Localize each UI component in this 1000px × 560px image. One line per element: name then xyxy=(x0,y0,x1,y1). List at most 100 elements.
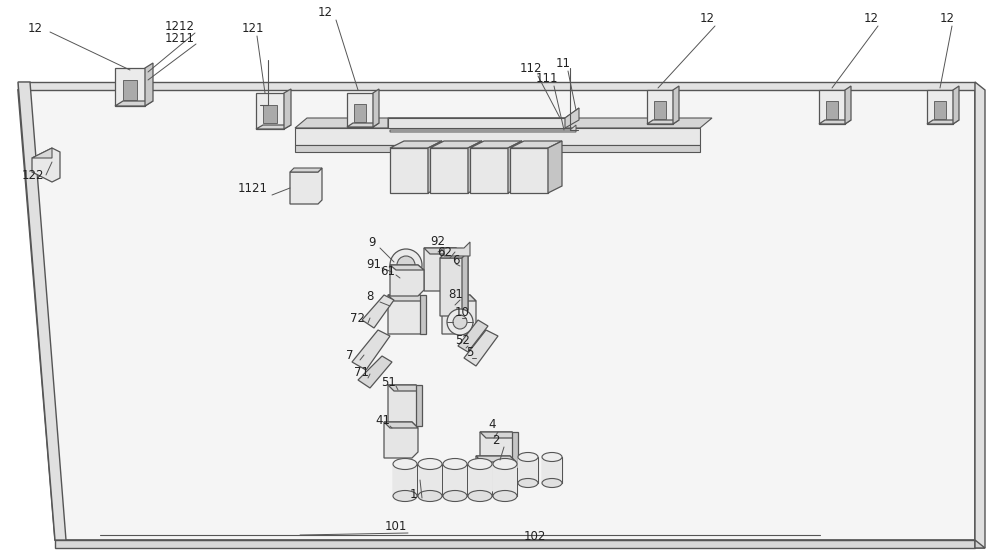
Ellipse shape xyxy=(418,459,442,469)
Polygon shape xyxy=(384,422,418,428)
Polygon shape xyxy=(388,118,565,128)
Polygon shape xyxy=(32,148,60,182)
Polygon shape xyxy=(647,90,673,124)
Polygon shape xyxy=(390,141,442,148)
Text: 10: 10 xyxy=(455,306,470,319)
Polygon shape xyxy=(462,252,468,316)
Polygon shape xyxy=(295,118,712,128)
Ellipse shape xyxy=(542,452,562,461)
Polygon shape xyxy=(388,385,422,391)
Polygon shape xyxy=(510,148,548,193)
Polygon shape xyxy=(512,432,518,468)
Polygon shape xyxy=(819,120,851,124)
Circle shape xyxy=(447,309,473,335)
Ellipse shape xyxy=(393,491,417,502)
Text: 52: 52 xyxy=(455,334,470,347)
Ellipse shape xyxy=(518,478,538,488)
Text: 12: 12 xyxy=(700,12,715,25)
Polygon shape xyxy=(18,82,66,540)
Text: 12: 12 xyxy=(318,6,333,18)
Polygon shape xyxy=(542,457,562,483)
Ellipse shape xyxy=(518,452,538,461)
Polygon shape xyxy=(388,108,579,128)
Text: 12: 12 xyxy=(940,12,955,25)
Polygon shape xyxy=(927,120,959,124)
Polygon shape xyxy=(654,101,666,119)
Polygon shape xyxy=(508,141,522,193)
Text: 112: 112 xyxy=(520,62,542,74)
Circle shape xyxy=(390,249,422,281)
Polygon shape xyxy=(145,63,153,106)
Text: 51: 51 xyxy=(381,376,396,389)
Ellipse shape xyxy=(418,491,442,502)
Text: 62: 62 xyxy=(437,245,452,259)
Polygon shape xyxy=(468,141,482,193)
Text: 11: 11 xyxy=(556,57,571,69)
Polygon shape xyxy=(263,105,277,123)
Text: 111: 111 xyxy=(536,72,558,85)
Polygon shape xyxy=(416,385,422,426)
Polygon shape xyxy=(845,86,851,124)
Polygon shape xyxy=(55,540,975,548)
Text: 1: 1 xyxy=(410,488,418,501)
Text: 92: 92 xyxy=(430,235,445,248)
Text: 101: 101 xyxy=(385,520,407,534)
Polygon shape xyxy=(493,464,517,496)
Circle shape xyxy=(453,315,467,329)
Ellipse shape xyxy=(468,459,492,469)
Polygon shape xyxy=(373,89,379,127)
Text: 4: 4 xyxy=(488,418,496,432)
Polygon shape xyxy=(470,148,508,193)
Polygon shape xyxy=(384,422,418,458)
Polygon shape xyxy=(123,80,137,100)
Polygon shape xyxy=(284,89,291,129)
Polygon shape xyxy=(390,265,424,296)
Polygon shape xyxy=(390,265,424,270)
Text: 121: 121 xyxy=(242,21,265,35)
Polygon shape xyxy=(953,86,959,124)
Text: 2: 2 xyxy=(492,433,500,446)
Polygon shape xyxy=(347,93,373,127)
Polygon shape xyxy=(32,148,52,158)
Ellipse shape xyxy=(443,491,467,502)
Polygon shape xyxy=(430,141,482,148)
Polygon shape xyxy=(420,295,426,334)
Text: 12: 12 xyxy=(864,12,879,25)
Polygon shape xyxy=(430,148,468,193)
Polygon shape xyxy=(358,356,392,388)
Polygon shape xyxy=(354,104,366,122)
Polygon shape xyxy=(388,385,422,426)
Polygon shape xyxy=(510,141,562,148)
Ellipse shape xyxy=(493,459,517,469)
Polygon shape xyxy=(518,457,538,483)
Text: 71: 71 xyxy=(354,366,369,379)
Ellipse shape xyxy=(393,459,417,469)
Text: 61: 61 xyxy=(380,264,395,278)
Text: 122: 122 xyxy=(22,169,45,181)
Polygon shape xyxy=(819,90,845,124)
Text: 1211: 1211 xyxy=(165,31,195,44)
Polygon shape xyxy=(975,82,985,548)
Polygon shape xyxy=(464,330,498,366)
Ellipse shape xyxy=(443,459,467,469)
Polygon shape xyxy=(115,68,145,106)
Polygon shape xyxy=(934,101,946,119)
Polygon shape xyxy=(352,330,390,370)
Text: 1121: 1121 xyxy=(238,181,268,194)
Text: 72: 72 xyxy=(350,311,365,324)
Polygon shape xyxy=(468,464,492,496)
Text: 91: 91 xyxy=(366,258,381,270)
Text: 41: 41 xyxy=(375,413,390,427)
Polygon shape xyxy=(393,464,417,496)
Polygon shape xyxy=(295,128,700,145)
Ellipse shape xyxy=(542,478,562,488)
Polygon shape xyxy=(256,125,291,129)
Text: 7: 7 xyxy=(346,348,354,362)
Polygon shape xyxy=(470,141,522,148)
Polygon shape xyxy=(442,295,476,334)
Polygon shape xyxy=(440,252,468,258)
Polygon shape xyxy=(390,148,428,193)
Polygon shape xyxy=(18,82,975,90)
Polygon shape xyxy=(673,86,679,124)
Polygon shape xyxy=(647,120,679,124)
